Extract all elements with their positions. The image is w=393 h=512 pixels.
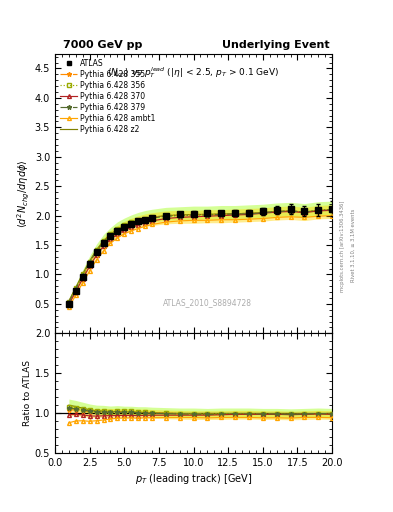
Text: Underlying Event: Underlying Event (222, 40, 330, 50)
Text: 7000 GeV pp: 7000 GeV pp (63, 40, 142, 50)
Text: mcplots.cern.ch [arXiv:1306.3436]: mcplots.cern.ch [arXiv:1306.3436] (340, 200, 345, 291)
X-axis label: $p_T$ (leading track) [GeV]: $p_T$ (leading track) [GeV] (135, 472, 252, 486)
Text: ATLAS_2010_S8894728: ATLAS_2010_S8894728 (163, 298, 252, 307)
Legend: ATLAS, Pythia 6.428 355, Pythia 6.428 356, Pythia 6.428 370, Pythia 6.428 379, P: ATLAS, Pythia 6.428 355, Pythia 6.428 35… (58, 57, 158, 136)
Text: Rivet 3.1.10, ≥ 3.1M events: Rivet 3.1.10, ≥ 3.1M events (351, 209, 356, 283)
Text: $\langle N_{ch}\rangle$ vs $p_T^{lead}$ ($|\eta|$ < 2.5, $p_T$ > 0.1 GeV): $\langle N_{ch}\rangle$ vs $p_T^{lead}$ … (107, 65, 280, 80)
Y-axis label: $\langle d^2 N_{chg}/d\eta d\phi \rangle$: $\langle d^2 N_{chg}/d\eta d\phi \rangle… (16, 159, 32, 228)
Y-axis label: Ratio to ATLAS: Ratio to ATLAS (23, 360, 32, 426)
